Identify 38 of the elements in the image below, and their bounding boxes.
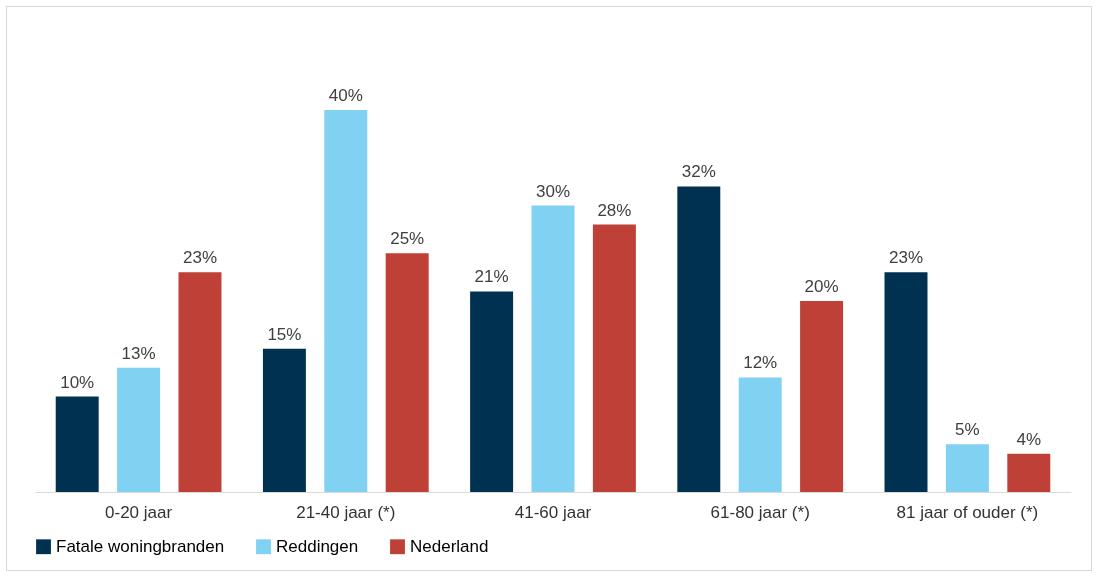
legend-label: Nederland <box>410 536 489 556</box>
bar <box>677 186 721 492</box>
bar <box>385 253 429 492</box>
data-label: 10% <box>60 372 95 392</box>
data-label: 23% <box>888 248 924 268</box>
bar <box>800 301 844 492</box>
legend-label: Fatale woningbranden <box>56 536 225 556</box>
bar <box>117 367 161 492</box>
x-tick-label: 61-80 jaar (*) <box>710 502 810 522</box>
legend-label: Reddingen <box>276 536 359 556</box>
x-tick-label: 21-40 jaar (*) <box>296 502 396 522</box>
bar <box>324 110 368 492</box>
data-label: 25% <box>390 229 425 249</box>
bar <box>55 396 99 492</box>
data-label: 32% <box>681 162 716 182</box>
data-label: 12% <box>743 353 778 373</box>
bar <box>1007 453 1051 492</box>
bar <box>945 444 989 492</box>
data-label: 4% <box>1016 429 1042 449</box>
x-tick-label: 81 jaar of ouder (*) <box>896 502 1039 522</box>
x-tick-label: 0-20 jaar <box>105 502 173 522</box>
data-label: 5% <box>955 420 980 440</box>
bar <box>738 377 782 492</box>
bar <box>262 348 306 492</box>
data-label: 28% <box>597 200 632 220</box>
data-label: 13% <box>121 343 156 363</box>
bar <box>178 272 222 492</box>
data-label: 40% <box>328 86 363 105</box>
data-label: 30% <box>535 181 571 201</box>
bar <box>592 224 636 492</box>
data-label: 20% <box>804 277 839 296</box>
x-tick-label: 41-60 jaar <box>514 502 592 522</box>
bar <box>470 291 514 492</box>
data-label: 21% <box>474 267 509 287</box>
data-label: 15% <box>267 324 302 344</box>
data-label: 23% <box>182 248 218 268</box>
bar <box>531 205 575 492</box>
bar <box>884 272 928 492</box>
